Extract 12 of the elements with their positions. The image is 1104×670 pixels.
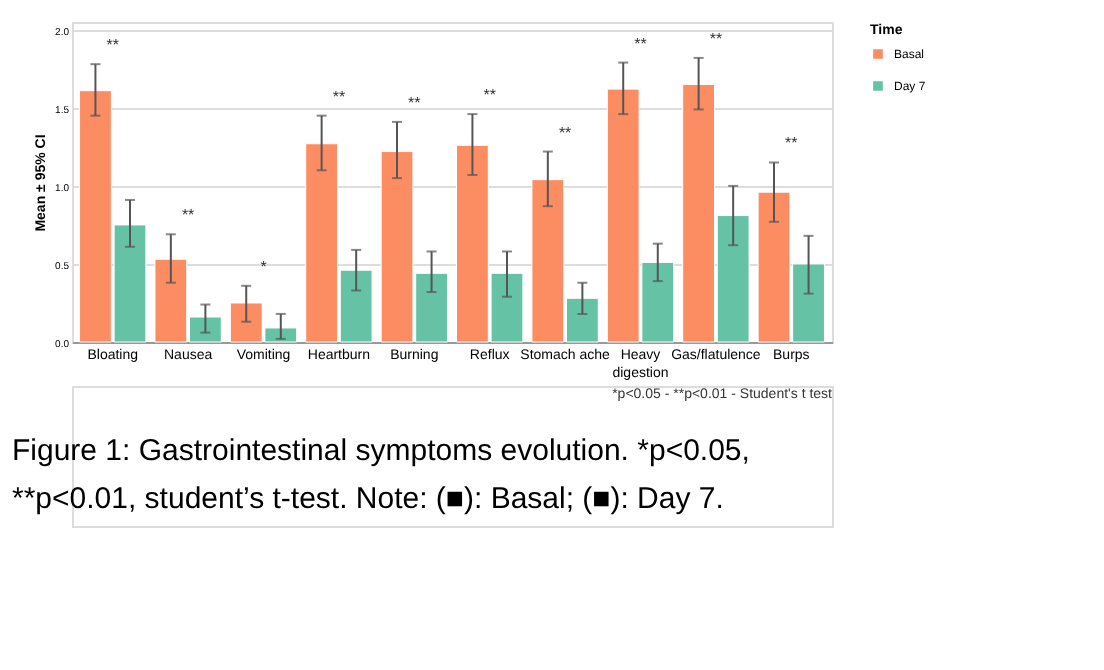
annotation: ** [709, 29, 723, 48]
text: **p<0.01, student’s t-test. Note: (■): Basal; (■): Day 7. [12, 482, 724, 516]
annotation: ** [785, 134, 798, 153]
annotation: ** [634, 34, 647, 53]
annotation: ** [106, 36, 119, 55]
annotation: ** [181, 206, 195, 225]
annotation: ** [332, 87, 346, 106]
caption: Figure 1: Gastrointestinal symptoms evolution. *p<0.05, [12, 434, 750, 468]
annotation: * [260, 257, 267, 276]
annotation: ** [408, 93, 421, 112]
annotation: ** [483, 86, 496, 105]
annotation: ** [558, 123, 572, 142]
